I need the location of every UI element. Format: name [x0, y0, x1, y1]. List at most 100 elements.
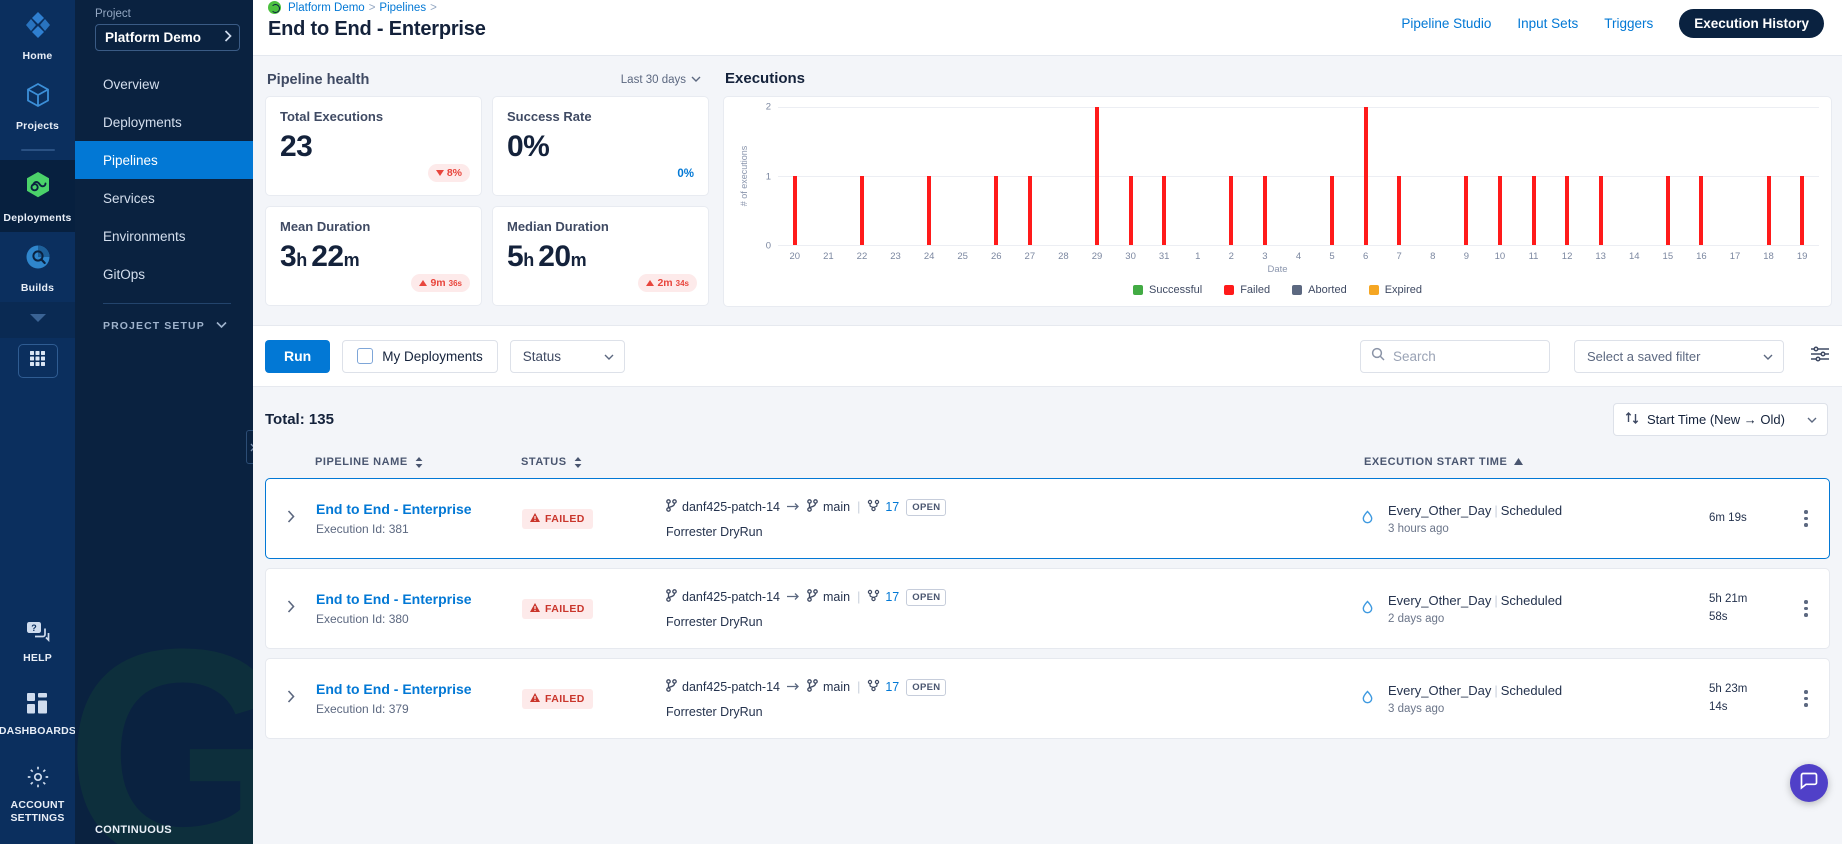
chart-bar-slot[interactable] — [1685, 107, 1719, 245]
chart-bar-slot[interactable] — [1718, 107, 1752, 245]
column-header-pipeline-name[interactable]: PIPELINE NAME — [265, 456, 521, 468]
chart-bar[interactable] — [1162, 176, 1167, 245]
chart-bar-slot[interactable] — [1147, 107, 1181, 245]
chart-bar[interactable] — [1565, 176, 1570, 245]
tab-input-sets[interactable]: Input Sets — [1517, 16, 1579, 31]
table-row[interactable]: End to End - Enterprise Execution Id: 381… — [265, 478, 1830, 559]
rail-item-builds[interactable]: Builds — [0, 232, 75, 302]
card-success-rate[interactable]: Success Rate 0% 0% — [492, 96, 709, 196]
pipeline-name-link[interactable]: End to End - Enterprise — [316, 681, 472, 697]
chart-bar-slot[interactable] — [912, 107, 946, 245]
row-actions-menu[interactable] — [1789, 690, 1823, 707]
chart-legend-item[interactable]: Successful — [1133, 284, 1202, 296]
rail-app-grid-button[interactable] — [17, 344, 58, 379]
card-mean-duration[interactable]: Mean Duration 3h 22m 9m 36s — [265, 206, 482, 306]
card-median-duration[interactable]: Median Duration 5h 20m 2m 34s — [492, 206, 709, 306]
chart-bar-slot[interactable] — [879, 107, 913, 245]
chart-bar-slot[interactable] — [1349, 107, 1383, 245]
commit-count[interactable]: 17 — [867, 499, 899, 515]
chart-bar-slot[interactable] — [1752, 107, 1786, 245]
rail-item-account-settings[interactable]: ACCOUNT SETTINGS — [0, 751, 75, 838]
rail-collapse-toggle[interactable] — [0, 302, 75, 339]
rail-item-help[interactable]: ? HELP — [0, 606, 75, 678]
source-branch[interactable]: danf425-patch-14 — [666, 679, 780, 695]
chart-bar-slot[interactable] — [1584, 107, 1618, 245]
sort-select[interactable]: Start Time (New → Old) — [1613, 403, 1828, 436]
tab-triggers[interactable]: Triggers — [1604, 16, 1654, 31]
checkbox-box[interactable] — [357, 348, 374, 364]
chart-bar[interactable] — [1128, 176, 1133, 245]
row-actions-menu[interactable] — [1789, 600, 1823, 617]
chart-bar[interactable] — [1229, 176, 1234, 245]
pipeline-name-link[interactable]: End to End - Enterprise — [316, 501, 472, 517]
chart-bar[interactable] — [1027, 176, 1032, 245]
rail-item-dashboards[interactable]: DASHBOARDS — [0, 678, 75, 751]
run-button[interactable]: Run — [265, 339, 331, 373]
chart-bar[interactable] — [1363, 107, 1368, 245]
sidebar-item-environments[interactable]: Environments — [75, 217, 253, 255]
chart-bar[interactable] — [1397, 176, 1402, 245]
chart-bar-slot[interactable] — [1416, 107, 1450, 245]
chart-bar[interactable] — [1800, 176, 1805, 245]
chart-bar-slot[interactable] — [1315, 107, 1349, 245]
breadcrumb-item-project[interactable]: Platform Demo — [288, 1, 365, 14]
chart-legend-item[interactable]: Expired — [1368, 284, 1422, 296]
support-chat-button[interactable] — [1790, 764, 1828, 802]
chart-bar-slot[interactable] — [1617, 107, 1651, 245]
chart-bar-slot[interactable] — [1080, 107, 1114, 245]
chart-bar-slot[interactable] — [1483, 107, 1517, 245]
sidebar-item-deployments[interactable]: Deployments — [75, 103, 253, 141]
source-branch[interactable]: danf425-patch-14 — [666, 589, 780, 605]
chart-bar[interactable] — [1262, 176, 1267, 245]
chart-bar-slot[interactable] — [1382, 107, 1416, 245]
chart-bar[interactable] — [859, 176, 864, 245]
chart-bar-slot[interactable] — [845, 107, 879, 245]
pipeline-name-link[interactable]: End to End - Enterprise — [316, 591, 472, 607]
row-expand-toggle[interactable] — [266, 689, 316, 708]
my-deployments-checkbox[interactable]: My Deployments — [342, 339, 498, 373]
tab-execution-history[interactable]: Execution History — [1679, 9, 1824, 38]
tab-pipeline-studio[interactable]: Pipeline Studio — [1401, 16, 1492, 31]
target-branch[interactable]: main — [807, 679, 850, 695]
chart-bar[interactable] — [994, 176, 999, 245]
chart-bar-slot[interactable] — [1550, 107, 1584, 245]
breadcrumb-item-pipelines[interactable]: Pipelines — [379, 1, 427, 14]
row-expand-toggle[interactable] — [266, 599, 316, 618]
sidebar-item-gitops[interactable]: GitOps — [75, 255, 253, 293]
table-row[interactable]: End to End - Enterprise Execution Id: 380… — [265, 568, 1830, 649]
saved-filter-select[interactable]: Select a saved filter — [1574, 339, 1784, 373]
chart-legend-item[interactable]: Failed — [1224, 284, 1270, 296]
date-range-selector[interactable]: Last 30 days — [621, 74, 701, 86]
chart-bar-slot[interactable] — [946, 107, 980, 245]
target-branch[interactable]: main — [807, 499, 850, 515]
sidebar-item-services[interactable]: Services — [75, 179, 253, 217]
filter-settings-icon[interactable] — [1810, 345, 1830, 367]
source-branch[interactable]: danf425-patch-14 — [666, 499, 780, 515]
column-header-status[interactable]: STATUS — [521, 456, 665, 468]
chart-bar-slot[interactable] — [1517, 107, 1551, 245]
chart-bar-slot[interactable] — [1013, 107, 1047, 245]
chart-bar-slot[interactable] — [1114, 107, 1148, 245]
status-filter-select[interactable]: Status — [509, 339, 625, 373]
column-header-execution-start-time[interactable]: EXECUTION START TIME — [1364, 456, 1714, 468]
row-expand-toggle[interactable] — [266, 509, 316, 528]
chart-bar[interactable] — [1330, 176, 1335, 245]
chart-bar[interactable] — [1094, 107, 1099, 245]
commit-count[interactable]: 17 — [867, 679, 899, 695]
chart-bar[interactable] — [1766, 176, 1771, 245]
rail-item-projects[interactable]: Projects — [0, 70, 75, 140]
chart-bar[interactable] — [1464, 176, 1469, 245]
row-actions-menu[interactable] — [1789, 510, 1823, 527]
chart-bar[interactable] — [1497, 176, 1502, 245]
sort-ascending-icon[interactable] — [1514, 456, 1524, 468]
chart-bar[interactable] — [927, 176, 932, 245]
search-box[interactable] — [1360, 339, 1550, 373]
sort-toggle-icon[interactable] — [574, 456, 582, 468]
chart-bar[interactable] — [792, 176, 797, 245]
chart-legend-item[interactable]: Aborted — [1292, 284, 1347, 296]
chart-bar[interactable] — [1531, 176, 1536, 245]
chart-bar-slot[interactable] — [1785, 107, 1819, 245]
card-total-executions[interactable]: Total Executions 23 8% — [265, 96, 482, 196]
sidebar-resize-handle[interactable] — [246, 430, 253, 464]
commit-count[interactable]: 17 — [867, 589, 899, 605]
